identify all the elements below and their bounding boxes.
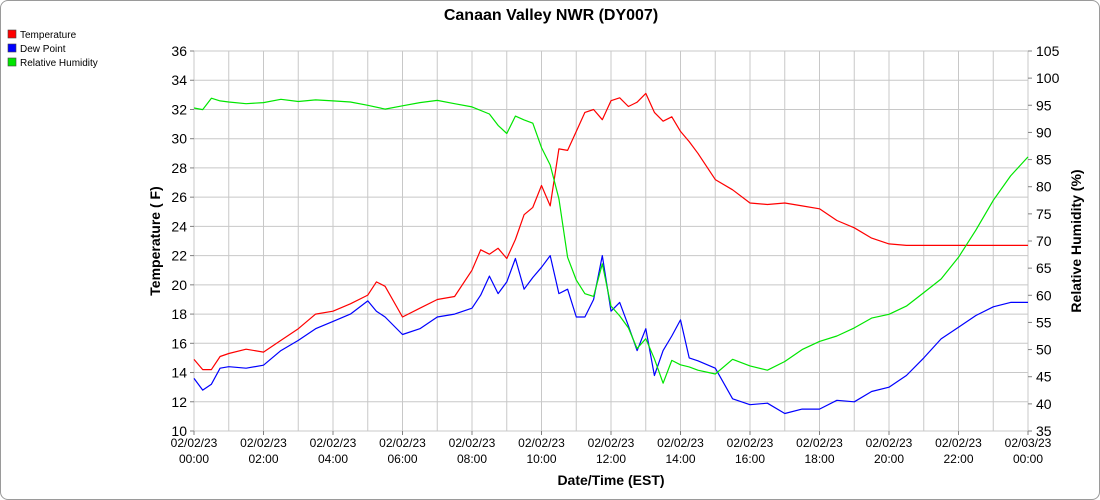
x-tick-time: 22:00 <box>943 452 973 466</box>
y-right-tick-label: 105 <box>1036 43 1060 59</box>
y-right-tick-label: 95 <box>1036 97 1052 113</box>
y-right-tick-label: 75 <box>1036 206 1052 222</box>
series-line-temperature <box>193 92 1028 371</box>
x-tick-date: 02/02/23 <box>657 436 704 450</box>
legend-item-temperature: Temperature <box>7 29 77 41</box>
y-right-tick-label: 65 <box>1036 260 1052 276</box>
x-tick-date: 02/02/23 <box>449 436 496 450</box>
x-tick-date: 02/02/23 <box>379 436 426 450</box>
y-left-tick-label: 28 <box>171 160 187 176</box>
x-tick-time: 06:00 <box>387 452 417 466</box>
legend-item-dew-point: Dew Point <box>7 43 66 55</box>
y-right-tick-label: 85 <box>1036 152 1052 168</box>
x-tick-time: 20:00 <box>874 452 904 466</box>
y-left-tick-label: 32 <box>171 101 187 117</box>
legend-swatch-temperature <box>7 29 17 39</box>
y-left-tick-label: 34 <box>171 72 187 88</box>
y-left-tick-label: 22 <box>171 248 187 264</box>
y-left-tick-label: 36 <box>171 43 187 59</box>
x-tick-date: 02/02/23 <box>796 436 843 450</box>
y-right-tick-label: 90 <box>1036 124 1052 140</box>
x-tick-date: 02/03/23 <box>1005 436 1052 450</box>
y-right-tick-label: 35 <box>1036 423 1052 439</box>
y-left-tick-label: 20 <box>171 277 187 293</box>
y-left-tick-label: 30 <box>171 131 187 147</box>
legend-item-relative-humidity: Relative Humidity <box>7 57 98 69</box>
y-right-tick-label: 80 <box>1036 179 1052 195</box>
y-right-tick-label: 45 <box>1036 369 1052 385</box>
y-left-tick-label: 10 <box>171 423 187 439</box>
x-tick-time: 12:00 <box>596 452 626 466</box>
y-axis-left-ticks: 10 12 14 16 18 20 22 24 26 28 30 32 34 36 <box>171 43 194 439</box>
x-axis-title: Date/Time (EST) <box>557 472 664 488</box>
x-tick-time: 02:00 <box>248 452 278 466</box>
x-tick-date: 02/02/23 <box>171 436 218 450</box>
x-tick-date: 02/02/23 <box>935 436 982 450</box>
series-line-relative-humidity <box>193 97 1029 384</box>
y-left-tick-label: 24 <box>171 218 187 234</box>
series-lines <box>193 92 1029 415</box>
legend-swatch-relative-humidity <box>7 57 17 67</box>
legend: Temperature Dew Point Relative Humidity <box>7 29 98 69</box>
y-left-tick-label: 16 <box>171 335 187 351</box>
y-right-tick-label: 40 <box>1036 396 1052 412</box>
y-right-tick-label: 50 <box>1036 342 1052 358</box>
y-left-tick-label: 14 <box>171 365 187 381</box>
x-tick-date: 02/02/23 <box>588 436 635 450</box>
chart-title: Canaan Valley NWR (DY007) <box>444 7 658 24</box>
x-tick-time: 14:00 <box>665 452 695 466</box>
x-tick-time: 18:00 <box>804 452 834 466</box>
legend-label-relative-humidity: Relative Humidity <box>20 58 98 69</box>
y-left-tick-label: 12 <box>171 394 187 410</box>
y-right-tick-label: 70 <box>1036 233 1052 249</box>
x-axis-ticks: 02/02/23 00:00 02/02/23 02:00 02/02/23 04:00 0… <box>171 431 1052 466</box>
x-tick-time: 10:00 <box>526 452 556 466</box>
x-tick-time: 00:00 <box>1013 452 1043 466</box>
x-tick-date: 02/02/23 <box>518 436 565 450</box>
x-tick-date: 02/02/23 <box>727 436 774 450</box>
series-line-dew-point <box>193 255 1028 415</box>
x-tick-time: 08:00 <box>457 452 487 466</box>
x-tick-time: 04:00 <box>318 452 348 466</box>
legend-swatch-dew-point <box>7 43 17 53</box>
y-axis-right-ticks: 35 40 45 50 55 60 65 70 75 80 85 90 95 100 105 <box>1028 43 1060 439</box>
legend-label-temperature: Temperature <box>20 30 77 41</box>
y-right-tick-label: 100 <box>1036 70 1060 86</box>
y-left-tick-label: 26 <box>171 189 187 205</box>
x-tick-date: 02/02/23 <box>310 436 357 450</box>
y-right-tick-label: 60 <box>1036 287 1052 303</box>
y-right-tick-label: 55 <box>1036 314 1052 330</box>
x-tick-date: 02/02/23 <box>240 436 287 450</box>
x-tick-date: 02/02/23 <box>866 436 913 450</box>
legend-label-dew-point: Dew Point <box>20 44 66 55</box>
y-axis-right-title: Relative Humidity (%) <box>1068 169 1084 312</box>
x-tick-time: 00:00 <box>179 452 209 466</box>
x-tick-time: 16:00 <box>735 452 765 466</box>
y-axis-left-title: Temperature ( F) <box>147 186 163 295</box>
y-left-tick-label: 18 <box>171 306 187 322</box>
